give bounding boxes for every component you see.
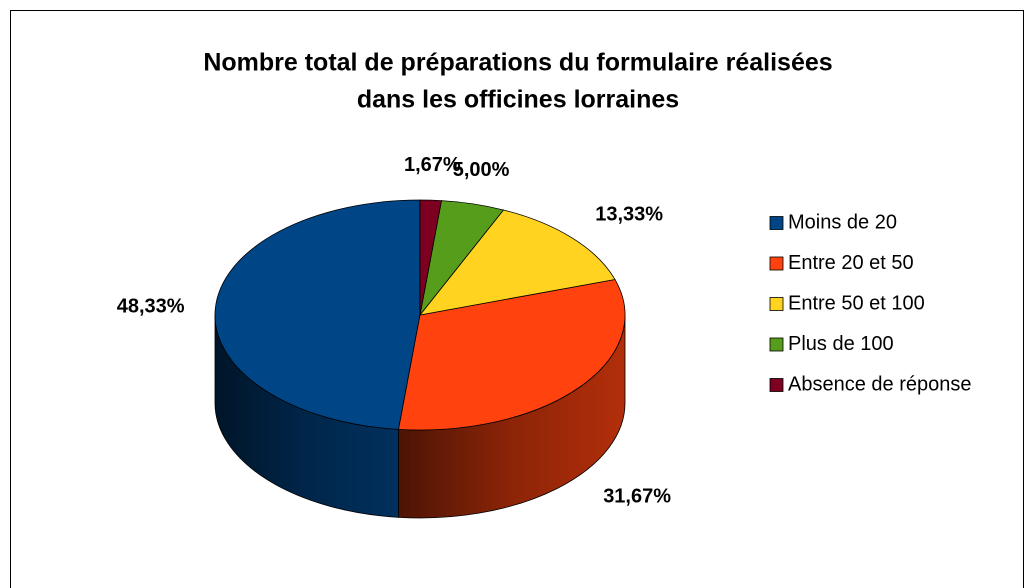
pie-slice [398,279,626,431]
pie-wall-shade [215,315,399,518]
data-label: 48,33% [117,295,185,317]
legend-swatch [769,337,784,352]
legend-label: Entre 50 et 100 [788,292,925,314]
legend-label: Absence de réponse [788,373,971,395]
chart-title: Nombre total de préparations du formulai… [203,49,832,77]
data-label: 1,67% [404,154,461,176]
data-label: 31,67% [603,485,671,507]
legend-swatch [769,256,784,271]
legend-label: Entre 20 et 50 [788,252,914,274]
pie-slice [419,209,616,316]
data-label: 13,33% [595,203,663,225]
legend-swatch [769,378,784,392]
pie-slice [419,199,442,316]
pie-wall-shade [398,315,625,518]
legend-swatch [769,216,784,230]
data-label: 5,00% [453,159,510,181]
legend-label: Moins de 20 [788,211,897,233]
legend-label: Plus de 100 [788,333,894,355]
chart-title: dans les officines lorraines [357,86,679,114]
legend-swatch [769,297,784,311]
pie-slice [214,199,421,430]
